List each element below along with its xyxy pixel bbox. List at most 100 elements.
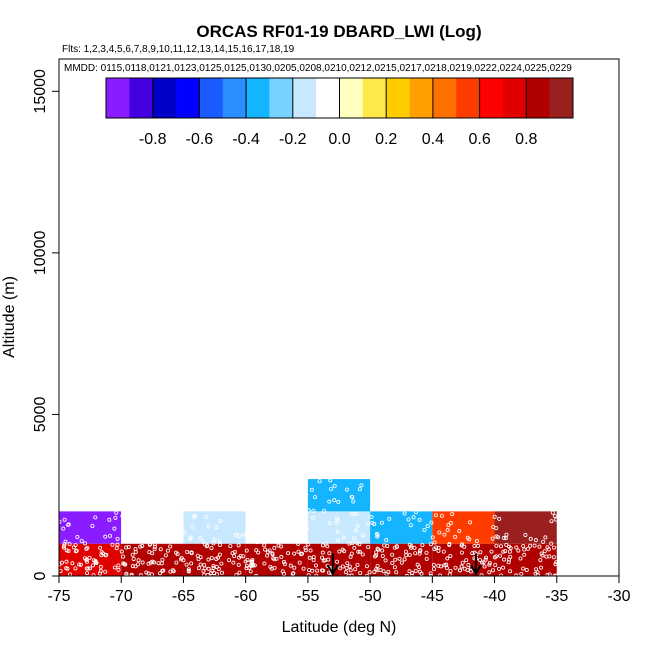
sample-point: [218, 539, 223, 544]
heatmap-cell: [121, 511, 184, 544]
sample-point: [425, 524, 430, 529]
sample-point: [329, 486, 334, 491]
sample-point: [280, 569, 285, 574]
heatmap-cell: [494, 511, 557, 544]
sample-point: [98, 568, 103, 573]
sample-point: [245, 557, 250, 562]
sample-point: [459, 550, 464, 555]
sample-point: [138, 544, 143, 549]
sample-point: [121, 561, 126, 566]
sample-point: [494, 526, 499, 531]
sample-point: [457, 568, 462, 573]
sample-point: [350, 495, 355, 500]
x-axis: -75 -70 -65 -60 -55 -50 -45 -40 -35 -30: [47, 575, 631, 605]
sample-point: [487, 570, 492, 575]
sample-point: [394, 544, 399, 549]
sample-point: [177, 517, 182, 522]
sample-point: [528, 536, 533, 541]
x-tick-label: -50: [359, 588, 382, 605]
sample-point: [271, 556, 276, 561]
sample-point: [554, 560, 559, 565]
sample-point: [407, 542, 412, 547]
sample-point: [549, 519, 554, 524]
sample-point: [73, 549, 78, 554]
sample-point: [234, 573, 239, 578]
sample-point: [281, 560, 286, 565]
sample-point: [113, 515, 118, 520]
sample-point: [180, 526, 185, 531]
sample-point: [78, 562, 83, 567]
sample-point: [181, 558, 186, 563]
colorbar-tick-label: -0.6: [186, 131, 214, 148]
sample-point: [431, 567, 436, 572]
sample-point: [334, 521, 339, 526]
sample-point: [130, 552, 135, 557]
sample-point: [198, 562, 203, 567]
y-tick-label: 10000: [32, 231, 49, 276]
sample-point: [291, 571, 296, 576]
sample-point: [233, 532, 238, 537]
sample-point: [267, 548, 272, 553]
sample-point: [231, 560, 236, 565]
x-tick-label: -60: [234, 588, 257, 605]
sample-point: [306, 508, 311, 513]
sample-point: [358, 570, 363, 575]
sample-point: [372, 569, 377, 574]
sample-point: [420, 543, 425, 548]
sample-point: [67, 542, 72, 547]
sample-point: [332, 498, 337, 503]
sample-point: [325, 544, 330, 549]
sample-point: [292, 565, 297, 570]
sample-point: [311, 508, 316, 513]
sample-point: [475, 543, 480, 548]
sample-point: [350, 511, 355, 516]
sample-point: [507, 549, 512, 554]
colorbar-segment: [549, 78, 574, 118]
sample-point: [482, 564, 487, 569]
sample-point: [300, 551, 305, 556]
sample-point: [550, 510, 555, 515]
sample-point: [310, 568, 315, 573]
sample-point: [402, 557, 407, 562]
sample-point: [385, 543, 390, 548]
sample-point: [91, 573, 96, 578]
sample-point: [402, 511, 407, 516]
sample-point: [532, 543, 537, 548]
sample-point: [356, 549, 361, 554]
sample-point: [146, 561, 151, 566]
sample-point: [61, 545, 66, 550]
sample-point: [263, 547, 268, 552]
sample-point: [136, 515, 141, 520]
sample-point: [347, 564, 352, 569]
sample-point: [424, 550, 429, 555]
sample-point: [386, 570, 391, 575]
colorbar-segment: [106, 78, 130, 118]
sample-point: [462, 566, 467, 571]
sample-point: [292, 551, 297, 556]
sample-point: [298, 537, 303, 542]
sample-point: [193, 514, 198, 519]
sample-point: [174, 560, 179, 565]
sample-point: [98, 564, 103, 569]
sample-point: [317, 479, 322, 484]
sample-point: [218, 518, 223, 523]
heatmap-cell: [432, 511, 495, 544]
sample-point: [169, 523, 174, 528]
sample-point: [413, 568, 418, 573]
sample-point: [174, 550, 179, 555]
sample-point: [327, 570, 332, 575]
sample-point: [545, 572, 550, 577]
colorbar-tick-label: -0.2: [279, 131, 307, 148]
sample-point: [186, 569, 191, 574]
sample-point: [184, 562, 189, 567]
sample-point: [320, 568, 325, 573]
sample-point: [232, 554, 237, 559]
colorbar-tick-label: 0.4: [422, 131, 444, 148]
heatmap-cell: [307, 511, 371, 544]
sample-point: [236, 543, 241, 548]
sample-point: [198, 555, 203, 560]
sample-point: [98, 545, 103, 550]
sample-point: [73, 543, 78, 548]
sample-point: [374, 550, 379, 555]
